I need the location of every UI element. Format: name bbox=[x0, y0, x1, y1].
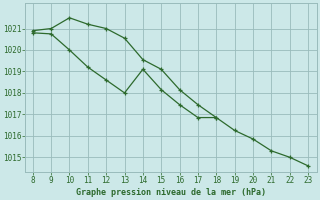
X-axis label: Graphe pression niveau de la mer (hPa): Graphe pression niveau de la mer (hPa) bbox=[76, 188, 266, 197]
